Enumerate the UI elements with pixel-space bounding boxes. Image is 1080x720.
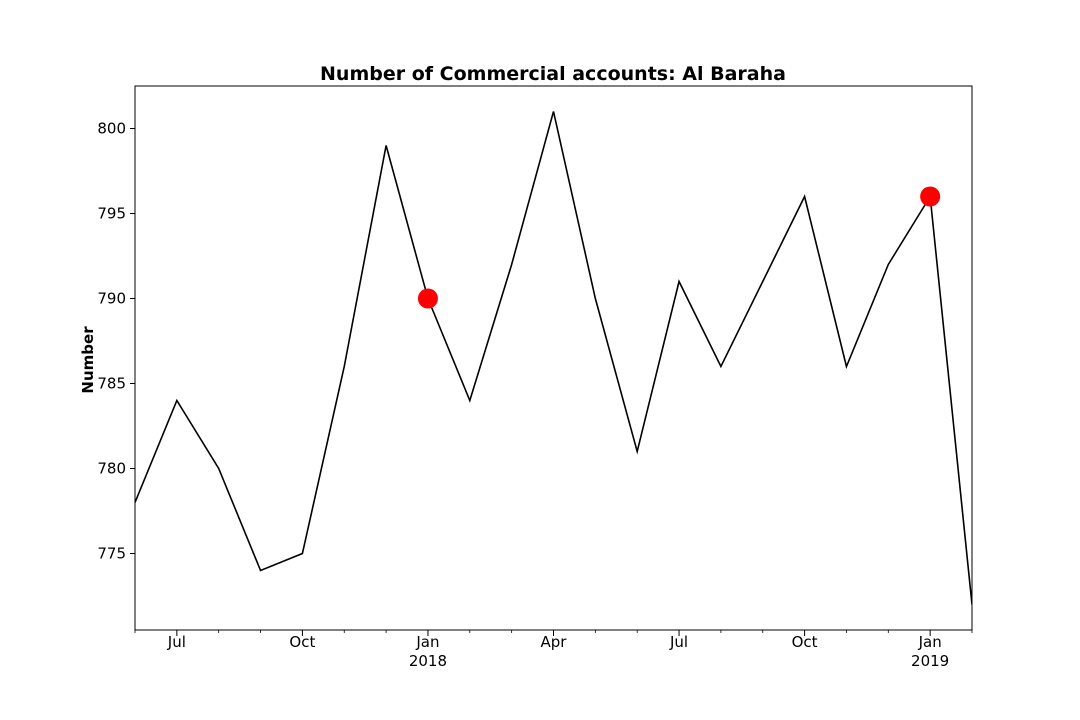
x-tick-label: Apr	[541, 633, 568, 651]
highlight-point	[417, 288, 438, 309]
y-tick-label: 785	[97, 375, 126, 393]
highlight-point	[920, 186, 941, 207]
y-tick-label: 775	[97, 545, 126, 563]
series-line	[135, 111, 972, 605]
y-tick-label: 800	[97, 120, 126, 138]
x-tick-year-label: 2019	[911, 652, 949, 670]
x-tick-label: Oct	[289, 633, 315, 651]
x-tick-label: Jan	[918, 633, 942, 651]
y-tick-label: 790	[97, 290, 126, 308]
x-tick-label: Jan	[415, 633, 439, 651]
plot-frame	[134, 85, 973, 631]
y-axis-label: Number	[79, 326, 97, 394]
plot-area	[135, 111, 972, 605]
y-axis: 775 780 785 790 795 800	[97, 120, 135, 563]
x-tick-year-label: 2018	[409, 652, 447, 670]
chart-title: Number of Commercial accounts: Al Baraha	[320, 63, 786, 85]
y-tick-label: 795	[97, 205, 126, 223]
x-tick-label: Jul	[669, 633, 688, 651]
x-tick-label: Jul	[167, 633, 186, 651]
y-tick-label: 780	[97, 460, 126, 478]
x-tick-label: Oct	[792, 633, 818, 651]
